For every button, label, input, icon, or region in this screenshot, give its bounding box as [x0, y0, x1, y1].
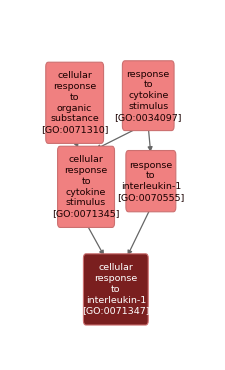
- Text: response
to
interleukin-1
[GO:0070555]: response to interleukin-1 [GO:0070555]: [117, 161, 184, 202]
- Text: cellular
response
to
cytokine
stimulus
[GO:0071345]: cellular response to cytokine stimulus […: [52, 155, 119, 218]
- FancyBboxPatch shape: [83, 254, 148, 325]
- FancyBboxPatch shape: [122, 61, 173, 131]
- FancyBboxPatch shape: [46, 62, 103, 144]
- Text: cellular
response
to
interleukin-1
[GO:0071347]: cellular response to interleukin-1 [GO:0…: [82, 263, 149, 315]
- FancyBboxPatch shape: [125, 151, 175, 212]
- FancyBboxPatch shape: [57, 146, 114, 228]
- Text: response
to
cytokine
stimulus
[GO:0034097]: response to cytokine stimulus [GO:003409…: [114, 70, 181, 122]
- Text: cellular
response
to
organic
substance
[GO:0071310]: cellular response to organic substance […: [41, 71, 108, 134]
